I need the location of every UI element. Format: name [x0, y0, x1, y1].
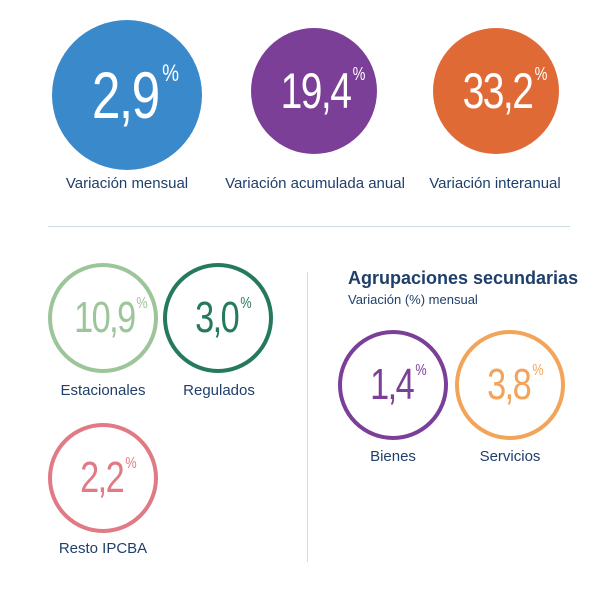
seasonal-circle: 10,9%	[48, 263, 158, 373]
rest-ipcba-value: 2,2%	[80, 453, 137, 502]
services-circle: 3,8%	[455, 330, 565, 440]
regulated-circle: 3,0%	[163, 263, 273, 373]
horizontal-divider	[48, 226, 570, 227]
services-value: 3,8%	[487, 360, 544, 409]
secondary-groupings-subtitle: Variación (%) mensual	[348, 292, 478, 307]
services-label: Servicios	[479, 448, 541, 465]
vertical-divider	[307, 272, 308, 562]
goods-circle: 1,4%	[338, 330, 448, 440]
seasonal-value: 10,9%	[73, 293, 148, 342]
year-over-year-variation-value: 33,2%	[462, 63, 548, 119]
secondary-groupings-title: Agrupaciones secundarias	[348, 268, 579, 288]
year-over-year-variation-circle: 33,2%	[433, 28, 559, 154]
regulated-value: 3,0%	[195, 293, 252, 342]
goods-label: Bienes	[370, 448, 416, 465]
year-over-year-variation-label: Variación interanual	[429, 175, 561, 192]
monthly-variation-label: Variación mensual	[65, 175, 189, 192]
monthly-variation-value: 2,9%	[91, 58, 179, 132]
annual-cumulative-variation-label: Variación acumulada anual	[225, 175, 405, 192]
annual-cumulative-variation-circle: 19,4%	[251, 28, 377, 154]
annual-cumulative-variation-value: 19,4%	[280, 63, 366, 119]
regulated-label: Regulados	[183, 382, 255, 399]
rest-ipcba-circle: 2,2%	[48, 423, 158, 533]
monthly-variation-circle: 2,9%	[52, 20, 202, 170]
rest-ipcba-label: Resto IPCBA	[58, 540, 148, 557]
goods-value: 1,4%	[370, 360, 427, 409]
seasonal-label: Estacionales	[60, 382, 146, 399]
